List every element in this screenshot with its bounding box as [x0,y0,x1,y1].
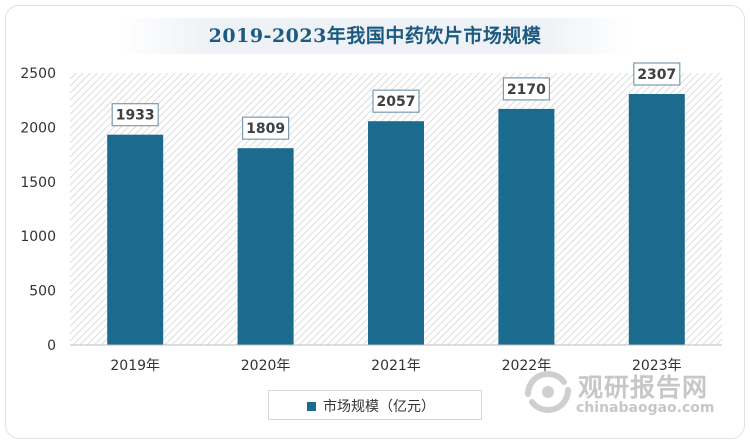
y-tick-label: 1500 [20,175,56,191]
data-label: 2307 [637,67,676,83]
legend-label: 市场规模（亿元） [323,399,435,415]
title-background [120,18,630,54]
y-tick-label: 2000 [20,120,56,136]
y-tick-label: 2500 [20,66,56,82]
data-label-box [111,103,159,127]
x-tick-label: 2022年 [502,358,552,374]
y-tick-label: 500 [29,284,56,300]
bar [368,121,424,346]
data-label-box [633,62,681,86]
x-axis: 2019年 2020年 2021年 2022年 2023年 [110,358,681,374]
legend-swatch [307,402,316,411]
x-tick-label: 2019年 [110,358,160,374]
bar [628,93,685,345]
bars [107,93,685,346]
x-tick-label: 2020年 [241,358,291,374]
watermark-domain: chinabaogao.com [576,400,715,416]
data-label: 2057 [377,94,416,110]
data-label-box [242,116,290,140]
data-label-box [372,89,420,113]
y-tick-label: 1000 [20,229,56,245]
x-tick-label: 2023年 [632,358,682,374]
bar [498,108,555,346]
data-label: 2170 [507,82,546,98]
bar [107,134,164,345]
data-label: 1809 [246,121,285,137]
x-tick-label: 2021年 [371,358,421,374]
watermark-logo-icon [525,371,571,413]
y-tick-label: 0 [47,338,56,354]
data-label: 1933 [116,108,155,124]
data-labels: 1933 1809 2057 2170 2307 [111,62,681,140]
data-label-box [502,77,550,101]
watermark-name: 观研报告网 [578,373,709,402]
bar [237,148,294,345]
legend: 市场规模（亿元） [268,390,482,420]
watermark: 观研报告网 chinabaogao.com [520,360,745,430]
chart-title: 2019-2023年我国中药饮片市场规模 [208,25,542,47]
y-axis: 0 500 1000 1500 2000 2500 [20,66,56,354]
